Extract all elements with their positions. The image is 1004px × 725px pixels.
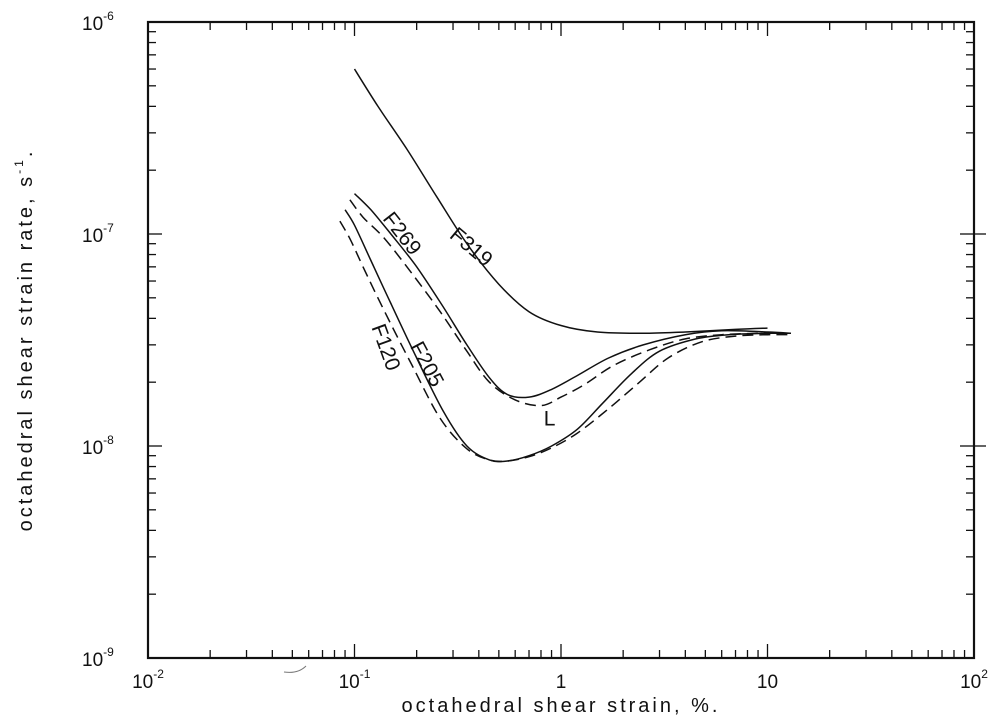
- plot-frame: [146, 20, 976, 660]
- y-tick-label: 10-6: [82, 9, 114, 35]
- x-tick-label: 10-2: [132, 667, 164, 693]
- y-axis-title: octahedral shear strain rate, s-1.: [12, 149, 37, 532]
- curves: [339, 68, 792, 463]
- y-tick-label: 10-7: [82, 221, 114, 247]
- curve-label-f319: F319: [445, 223, 496, 271]
- curve-f205: [344, 209, 792, 463]
- y-axis-title-suffix: .: [15, 149, 37, 158]
- curve-f319: [353, 68, 768, 335]
- y-tick-label: 10-8: [82, 433, 114, 459]
- curve-label-f269: F269: [378, 208, 426, 260]
- y-axis-title-main: octahedral shear strain rate, s: [15, 174, 37, 532]
- x-axis-title: octahedral shear strain, %.: [402, 695, 721, 717]
- curve-f269: [353, 193, 792, 399]
- y-axis-title-exp: -1: [12, 157, 26, 174]
- x-tick-label: 10-1: [339, 667, 371, 693]
- curve-f120: [339, 220, 792, 463]
- y-axis-ticks: [148, 31, 986, 659]
- x-tick-label: 10: [757, 672, 778, 693]
- curve-label-f120: F120: [367, 321, 405, 374]
- curve-label-l: L: [544, 407, 556, 430]
- y-axis-tick-labels: 10-9 10-8 10-7 10-6: [82, 9, 114, 671]
- x-axis-ticks: [147, 22, 966, 658]
- x-tick-label: 1: [556, 672, 567, 693]
- stray-mark: [283, 665, 307, 673]
- y-tick-label: 10-9: [82, 645, 114, 671]
- x-tick-label: 102: [960, 667, 988, 693]
- x-axis-tick-labels: 10-2 10-1 1 10 102: [132, 667, 988, 693]
